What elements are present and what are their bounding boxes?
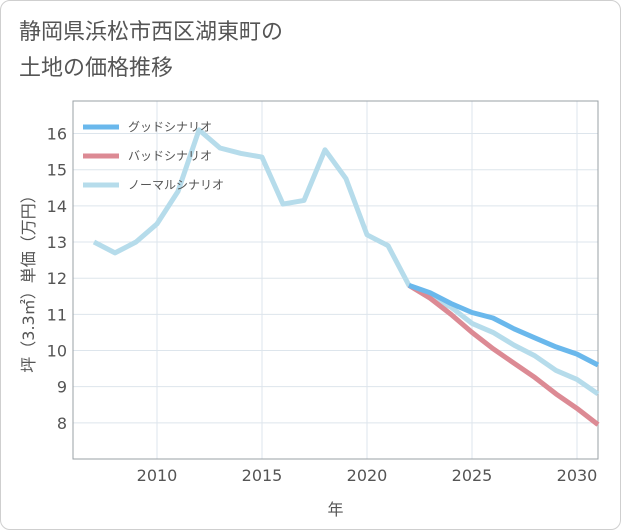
legend-label-1: バッドシナリオ (128, 149, 212, 163)
y-axis-label: 坪（3.3㎡）単価（万円） (19, 187, 38, 372)
x-axis-label: 年 (327, 500, 343, 519)
series-lines (92, 127, 600, 427)
y-tick-label: 11 (47, 305, 67, 324)
x-tick-label: 2010 (137, 466, 178, 485)
y-tick-label: 15 (47, 161, 67, 180)
y-tick-label: 10 (47, 342, 67, 361)
y-tick-label: 16 (47, 125, 67, 144)
chart-title-line-1: 静岡県浜松市西区湖東町の (19, 20, 284, 45)
y-tick-label: 13 (47, 233, 67, 252)
chart-title: 静岡県浜松市西区湖東町の 土地の価格推移 (19, 15, 283, 87)
x-tick-label: 2020 (347, 466, 388, 485)
series-line-2 (92, 127, 600, 396)
x-tick-label: 2025 (452, 466, 493, 485)
plot-area (72, 100, 599, 460)
x-tick-label: 2030 (557, 466, 598, 485)
y-tick-labels: 8 9 10 11 12 13 14 15 16 (47, 125, 67, 433)
legend-label-2: ノーマルシナリオ (128, 178, 224, 192)
y-tick-label: 14 (47, 197, 67, 216)
grid-lines (73, 101, 598, 459)
chart-title-line-2: 土地の価格推移 (19, 56, 174, 81)
x-tick-label: 2015 (242, 466, 283, 485)
x-tick-labels: 2010 2015 2020 2025 2030 (137, 466, 598, 485)
y-tick-label: 9 (57, 378, 67, 397)
series-line-1 (407, 283, 600, 427)
series-line-0 (408, 283, 600, 368)
y-tick-label: 8 (57, 414, 67, 433)
y-tick-label: 12 (47, 269, 67, 288)
legend-label-0: グッドシナリオ (128, 120, 212, 134)
